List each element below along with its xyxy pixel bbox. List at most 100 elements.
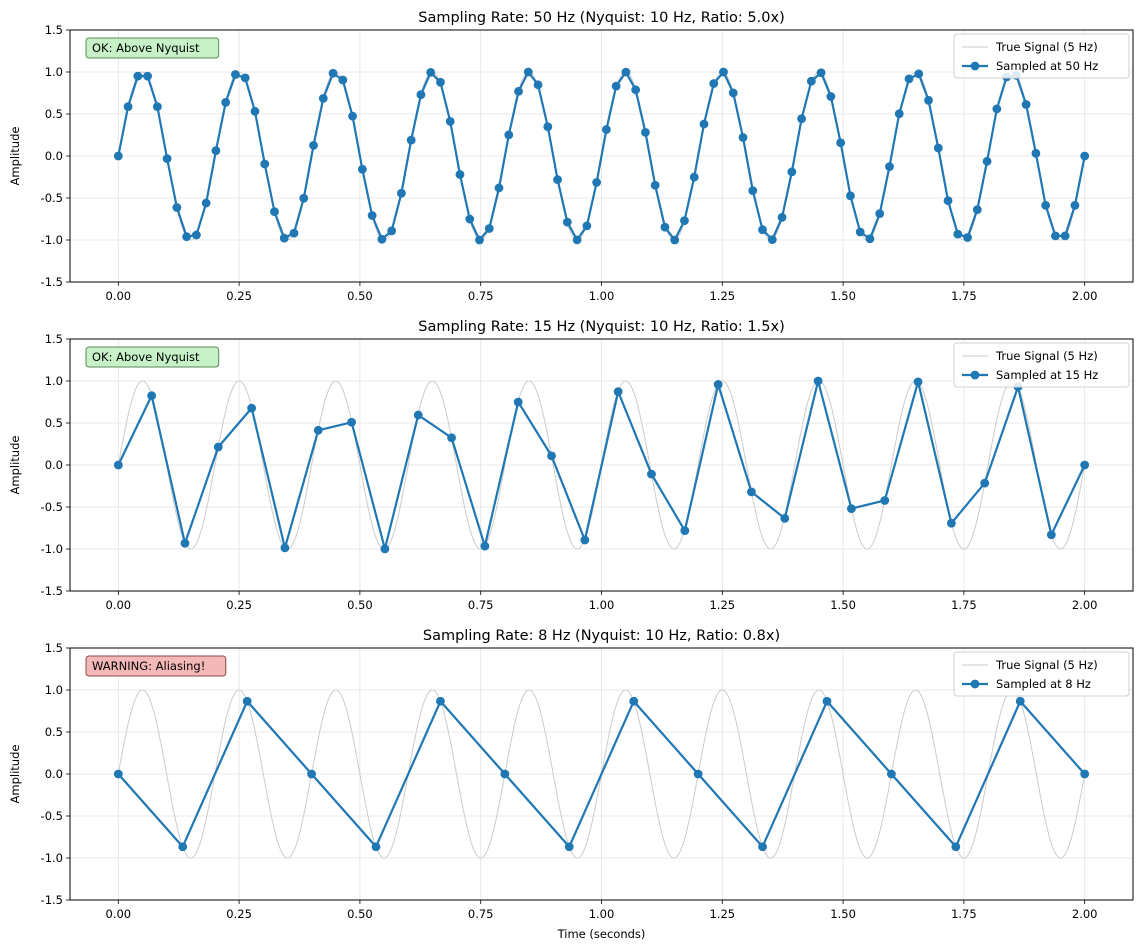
sample-point bbox=[416, 90, 426, 100]
sample-point bbox=[660, 222, 670, 232]
status-box bbox=[85, 37, 220, 59]
sample-point bbox=[613, 387, 623, 397]
x-tick-label: 0.25 bbox=[226, 907, 252, 921]
x-tick-label: 1.75 bbox=[951, 598, 977, 612]
sample-point bbox=[192, 230, 201, 240]
sample-point bbox=[913, 377, 923, 387]
x-tick-label: 0.75 bbox=[468, 289, 494, 303]
x-tick-label: 1.25 bbox=[709, 598, 735, 612]
sample-point bbox=[713, 380, 723, 389]
sample-point bbox=[943, 196, 953, 206]
sample-point bbox=[513, 397, 523, 407]
sample-point bbox=[475, 235, 484, 245]
y-tick-label: -1.0 bbox=[41, 851, 63, 865]
y-tick-label: 0.5 bbox=[45, 416, 63, 430]
subplot-3: 0.00 0.25 0.50 0.75 1.00 1.25 1.50 1.75 2.00 -1.5… bbox=[8, 628, 1134, 941]
y-axis-label: Amplitude bbox=[8, 745, 22, 804]
sample-point bbox=[953, 229, 963, 239]
status-text: OK: Above Nyquist bbox=[92, 41, 200, 55]
y-tick-label: 1.5 bbox=[45, 641, 63, 655]
subplot-title: Sampling Rate: 50 Hz (Nyquist: 10 Hz, Ra… bbox=[418, 10, 784, 26]
sample-points bbox=[113, 67, 1090, 245]
sample-point bbox=[813, 376, 823, 386]
sample-point bbox=[611, 81, 621, 91]
subplot-1: 0.00 0.25 0.50 0.75 1.00 1.25 1.50 1.75 2.00 -1.5… bbox=[8, 10, 1134, 303]
sample-point bbox=[767, 235, 777, 245]
sample-point bbox=[748, 186, 758, 196]
sample-point bbox=[231, 70, 240, 79]
y-tick-label: 1.0 bbox=[45, 683, 63, 697]
sample-point bbox=[562, 217, 572, 227]
sample-point bbox=[846, 191, 855, 201]
subplot-title: Sampling Rate: 8 Hz (Nyquist: 10 Hz, Rat… bbox=[423, 628, 780, 644]
sample-point bbox=[514, 86, 523, 96]
y-tick-label: -1.0 bbox=[41, 542, 63, 556]
sample-point bbox=[280, 543, 290, 553]
sample-point bbox=[992, 104, 1002, 114]
y-tick-label: 0.0 bbox=[45, 458, 63, 472]
x-tick-label: 2.00 bbox=[1072, 907, 1098, 921]
sample-point bbox=[289, 228, 299, 238]
sample-points bbox=[113, 696, 1090, 852]
sample-point bbox=[1080, 151, 1090, 161]
sample-point bbox=[777, 212, 787, 222]
y-tick-label: -0.5 bbox=[41, 191, 63, 205]
sample-point bbox=[318, 93, 328, 103]
sample-point bbox=[924, 95, 933, 105]
legend-sampled-marker bbox=[970, 61, 980, 71]
sample-point bbox=[543, 122, 553, 132]
sample-point bbox=[152, 102, 162, 112]
sample-point bbox=[307, 769, 316, 779]
sample-point bbox=[270, 207, 279, 217]
y-tick-label: 1.5 bbox=[45, 23, 63, 37]
sample-point bbox=[689, 172, 699, 182]
sample-point bbox=[260, 159, 270, 169]
sample-point bbox=[1070, 200, 1080, 210]
sample-point bbox=[445, 116, 455, 126]
y-tick-label: 0.0 bbox=[45, 767, 63, 781]
x-tick-label: 0.25 bbox=[226, 598, 252, 612]
sample-point bbox=[880, 496, 890, 505]
status-text: WARNING: Aliasing! bbox=[92, 659, 205, 673]
sample-point bbox=[377, 234, 387, 244]
sample-point bbox=[680, 216, 689, 226]
sample-point bbox=[758, 225, 767, 235]
sample-point bbox=[380, 544, 390, 554]
sampled-series-line bbox=[117, 700, 1086, 848]
sample-point bbox=[855, 227, 865, 237]
sample-point bbox=[980, 478, 990, 488]
legend-sampled-label: Sampled at 50 Hz bbox=[996, 59, 1098, 73]
legend: True Signal (5 Hz) Sampled at 50 Hz bbox=[953, 33, 1130, 79]
sample-point bbox=[797, 114, 806, 124]
sample-point bbox=[113, 460, 123, 470]
x-tick-label: 0.50 bbox=[347, 907, 373, 921]
sample-point bbox=[299, 193, 309, 203]
sample-point bbox=[147, 391, 157, 400]
y-tick-label: 0.5 bbox=[45, 107, 63, 121]
sample-point bbox=[162, 154, 172, 164]
sample-point bbox=[143, 71, 152, 81]
y-tick-label: 0.0 bbox=[45, 149, 63, 163]
sample-point bbox=[885, 162, 894, 172]
legend-sampled-label: Sampled at 8 Hz bbox=[996, 677, 1091, 691]
sample-point bbox=[178, 842, 188, 852]
sample-point bbox=[113, 769, 123, 779]
x-tick-label: 0.00 bbox=[106, 289, 132, 303]
sample-point bbox=[484, 224, 494, 233]
sample-point bbox=[951, 842, 961, 852]
sample-point bbox=[836, 138, 846, 148]
sample-point bbox=[338, 75, 348, 85]
sample-point bbox=[1021, 100, 1031, 109]
sample-point bbox=[348, 111, 357, 121]
sample-point bbox=[247, 403, 257, 413]
sample-point bbox=[313, 425, 323, 435]
sample-point bbox=[172, 203, 182, 212]
sample-point bbox=[240, 73, 250, 83]
sample-point bbox=[1060, 231, 1070, 241]
sample-point bbox=[436, 77, 445, 87]
sample-point bbox=[758, 842, 767, 852]
sample-point bbox=[699, 119, 709, 129]
sample-point bbox=[904, 74, 914, 84]
sample-point bbox=[865, 234, 875, 244]
